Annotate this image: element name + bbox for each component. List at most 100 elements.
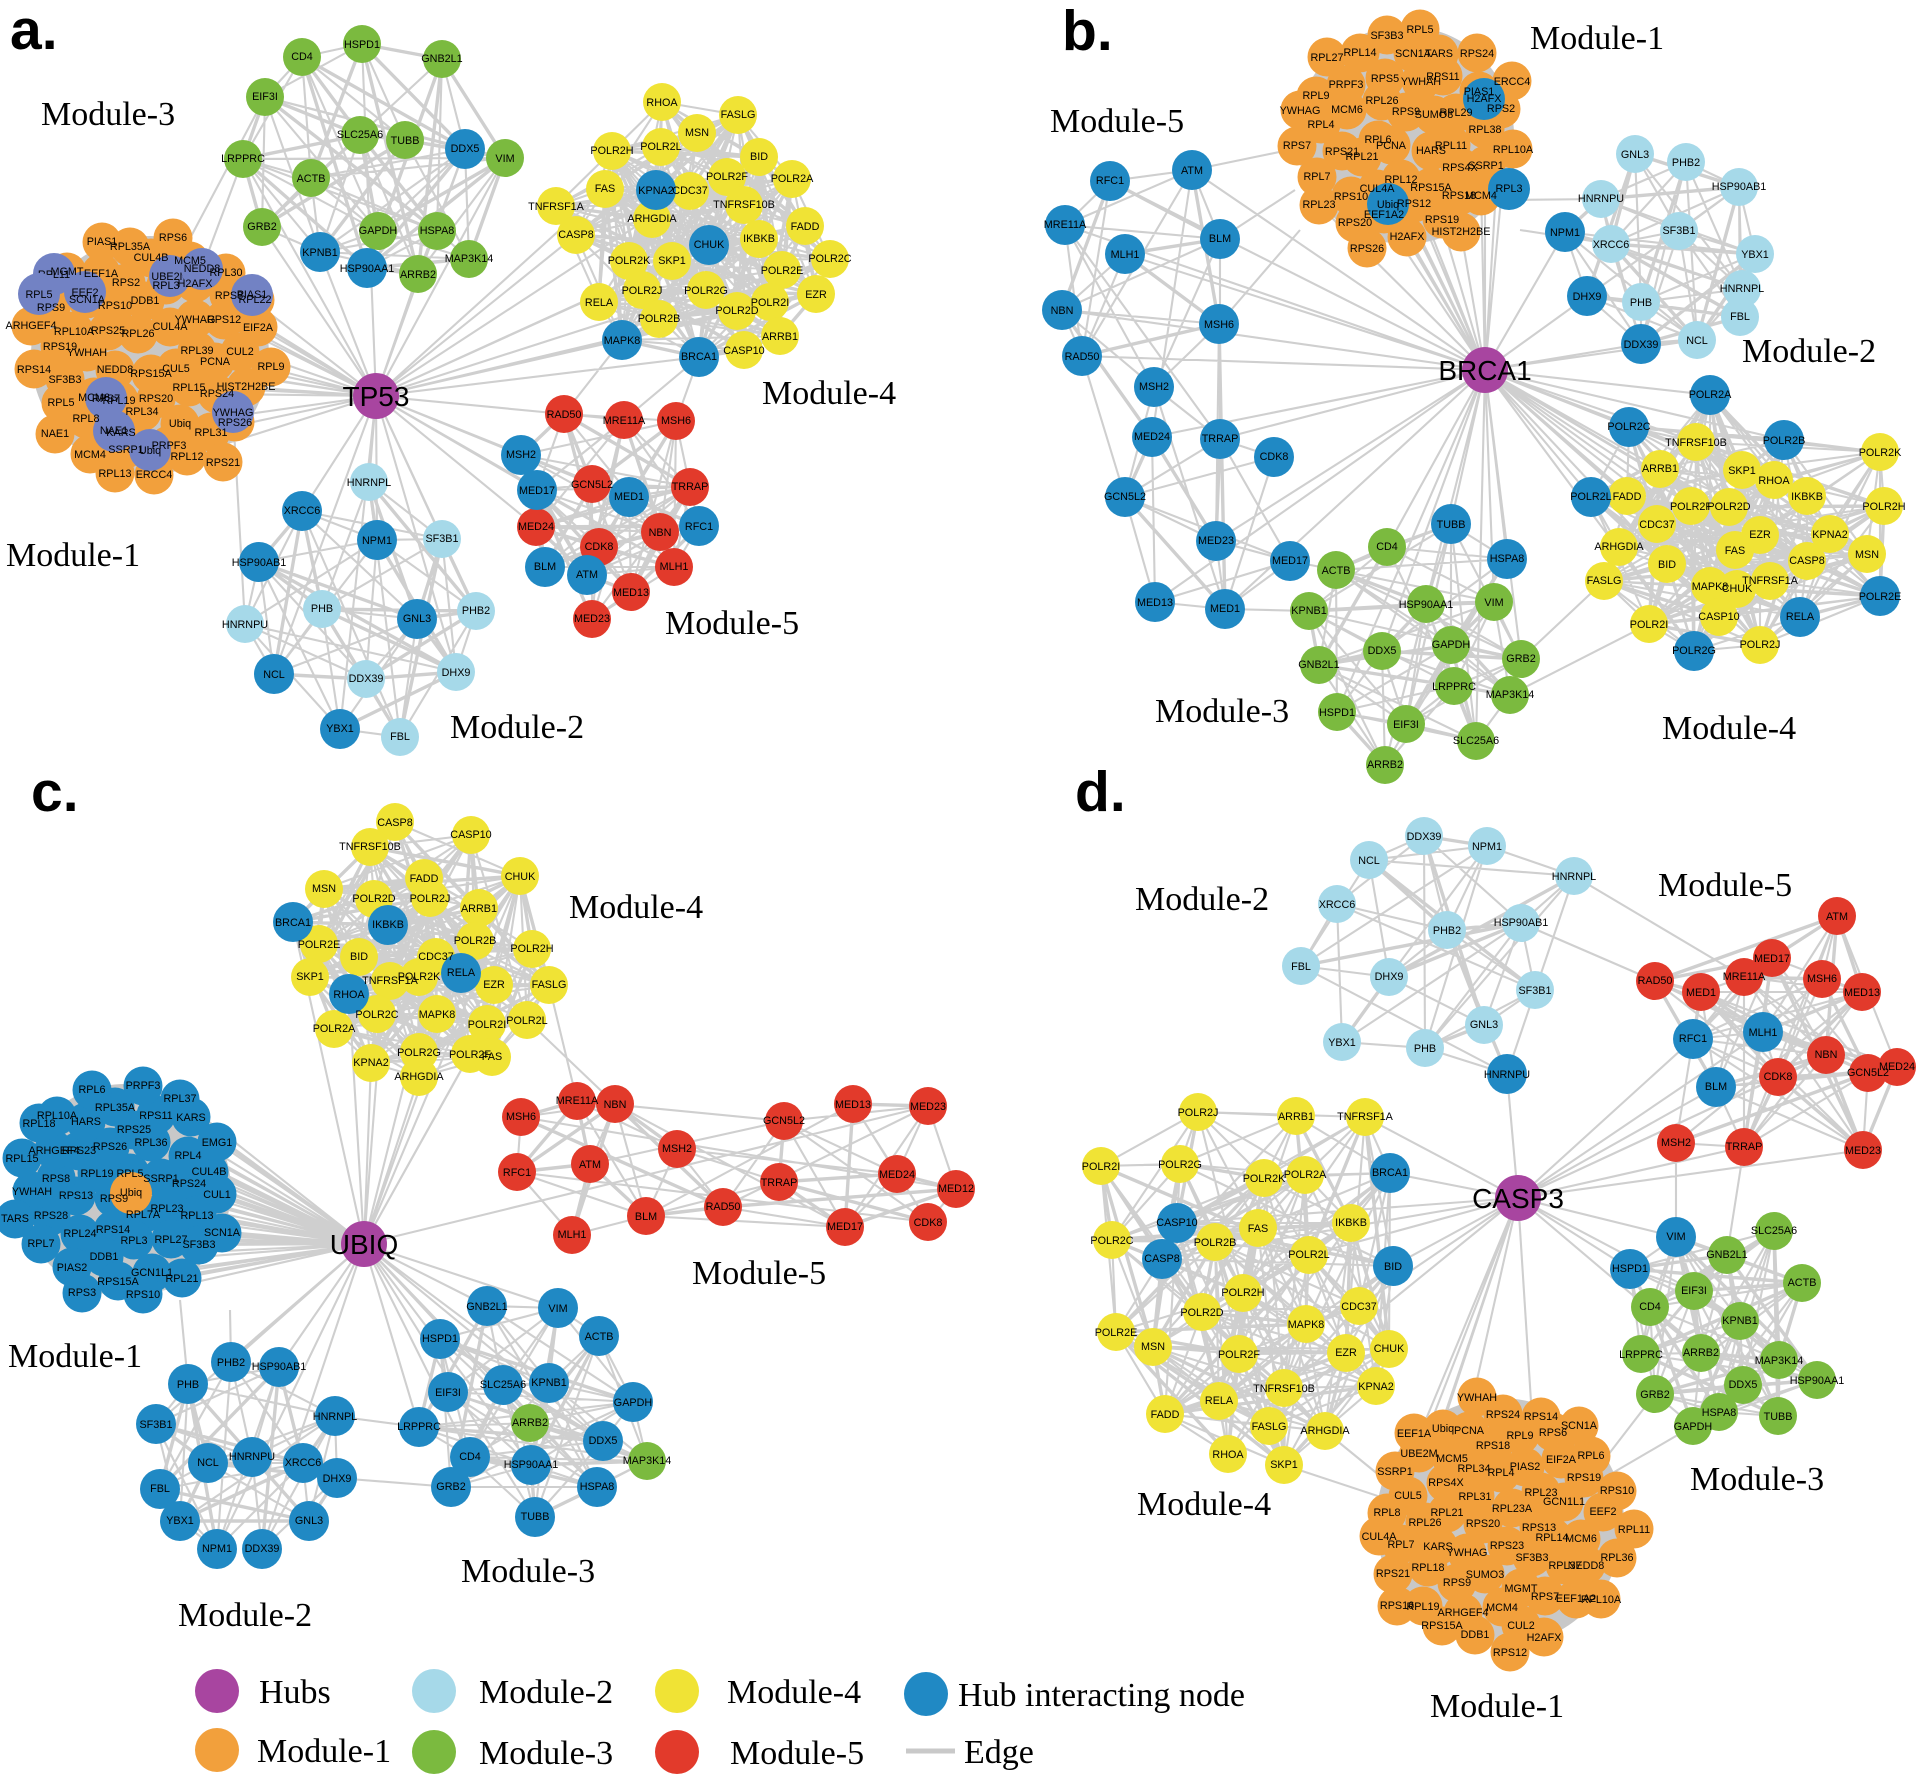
- svg-text:TRRAP: TRRAP: [1726, 1141, 1763, 1153]
- svg-text:Module-5: Module-5: [1658, 867, 1792, 904]
- svg-text:GRB2: GRB2: [1506, 653, 1535, 665]
- svg-text:DDB1: DDB1: [131, 295, 160, 307]
- svg-text:RPS20: RPS20: [139, 393, 173, 405]
- svg-text:GNB2L1: GNB2L1: [421, 53, 462, 65]
- svg-text:RPL35A: RPL35A: [110, 241, 151, 253]
- svg-text:TNFRSF1A: TNFRSF1A: [1742, 575, 1799, 587]
- svg-text:EEF1A: EEF1A: [84, 268, 119, 280]
- svg-text:H2AFX: H2AFX: [178, 278, 213, 290]
- svg-text:TUBB: TUBB: [521, 1511, 550, 1523]
- svg-text:ATM: ATM: [1826, 911, 1848, 923]
- svg-text:NBN: NBN: [649, 527, 672, 539]
- svg-text:GNL3: GNL3: [403, 613, 431, 625]
- svg-text:MSN: MSN: [685, 127, 709, 139]
- svg-text:RPL38: RPL38: [1468, 124, 1501, 136]
- svg-text:FAS: FAS: [482, 1051, 502, 1063]
- svg-text:CHUK: CHUK: [505, 871, 536, 883]
- svg-text:LRPPRC: LRPPRC: [1619, 1349, 1663, 1361]
- svg-text:FADD: FADD: [1151, 1409, 1180, 1421]
- svg-text:BLM: BLM: [1705, 1081, 1727, 1093]
- svg-text:d.: d.: [1075, 760, 1126, 824]
- svg-text:DDX39: DDX39: [349, 673, 384, 685]
- svg-text:MED23: MED23: [1845, 1145, 1881, 1157]
- svg-text:RPS26: RPS26: [218, 417, 252, 429]
- svg-text:FAS: FAS: [1725, 545, 1745, 557]
- svg-text:RPL19: RPL19: [80, 1168, 113, 1180]
- svg-text:RPS9: RPS9: [1443, 1577, 1471, 1589]
- svg-text:FBL: FBL: [150, 1483, 170, 1495]
- svg-text:H2AFX: H2AFX: [1467, 93, 1502, 105]
- svg-text:ARHGDIA: ARHGDIA: [1594, 541, 1644, 553]
- svg-text:Module-3: Module-3: [461, 1553, 595, 1590]
- svg-text:RPS23: RPS23: [62, 1145, 96, 1157]
- svg-text:RPL37: RPL37: [163, 1093, 196, 1105]
- svg-text:NEDD8: NEDD8: [184, 263, 221, 275]
- svg-text:Ubiq: Ubiq: [120, 1187, 142, 1199]
- svg-text:SSRP1: SSRP1: [1377, 1466, 1412, 1478]
- svg-text:POLR2L: POLR2L: [1570, 491, 1611, 503]
- svg-text:KARS: KARS: [1423, 1541, 1452, 1553]
- svg-text:MED24: MED24: [518, 521, 554, 533]
- svg-text:RPL30: RPL30: [209, 267, 242, 279]
- svg-text:HNRNPL: HNRNPL: [313, 1411, 357, 1423]
- svg-text:POLR2K: POLR2K: [398, 971, 441, 983]
- svg-text:RPL12: RPL12: [170, 451, 203, 463]
- svg-text:RPL23A: RPL23A: [1492, 1503, 1533, 1515]
- svg-text:PRPF3: PRPF3: [1329, 79, 1364, 91]
- svg-text:HSPD1: HSPD1: [344, 39, 380, 51]
- svg-text:PRPF3: PRPF3: [126, 1080, 161, 1092]
- svg-text:EIF2A: EIF2A: [1546, 1454, 1577, 1466]
- svg-text:RPL4: RPL4: [174, 1150, 201, 1162]
- svg-text:DDX39: DDX39: [245, 1543, 280, 1555]
- svg-text:RELA: RELA: [585, 297, 614, 309]
- svg-text:MED13: MED13: [835, 1099, 871, 1111]
- svg-text:ACTB: ACTB: [1322, 565, 1351, 577]
- svg-text:DDX5: DDX5: [1729, 1379, 1758, 1391]
- svg-text:MLH1: MLH1: [558, 1229, 587, 1241]
- svg-text:POLR2K: POLR2K: [608, 255, 651, 267]
- svg-text:RPS24: RPS24: [1460, 48, 1494, 60]
- svg-text:GCN5L2: GCN5L2: [763, 1115, 805, 1127]
- svg-text:POLR2H: POLR2H: [510, 943, 553, 955]
- svg-text:KPNB1: KPNB1: [531, 1377, 566, 1389]
- svg-text:MAP3K14: MAP3K14: [1486, 689, 1535, 701]
- svg-text:RPS2: RPS2: [112, 277, 140, 289]
- svg-text:SF3B3: SF3B3: [182, 1239, 215, 1251]
- svg-text:RFC1: RFC1: [1679, 1033, 1707, 1045]
- svg-text:HSP90AB1: HSP90AB1: [1494, 917, 1549, 929]
- svg-text:c.: c.: [31, 760, 79, 824]
- svg-text:BID: BID: [350, 951, 368, 963]
- svg-text:HSP90AB1: HSP90AB1: [252, 1361, 307, 1373]
- svg-text:Module-4: Module-4: [727, 1674, 861, 1711]
- svg-text:SKP1: SKP1: [296, 971, 324, 983]
- svg-text:TNFRSF10B: TNFRSF10B: [339, 841, 401, 853]
- svg-text:RPL19: RPL19: [1406, 1601, 1439, 1613]
- svg-text:RELA: RELA: [1786, 611, 1815, 623]
- svg-text:MED17: MED17: [1272, 555, 1308, 567]
- svg-text:ARRB2: ARRB2: [400, 269, 436, 281]
- svg-text:Module-5: Module-5: [1050, 103, 1184, 140]
- svg-text:NEDD8: NEDD8: [1568, 1560, 1605, 1572]
- svg-text:RELA: RELA: [1205, 1395, 1234, 1407]
- svg-text:YBX1: YBX1: [326, 723, 354, 735]
- svg-text:NBN: NBN: [1815, 1049, 1838, 1061]
- svg-text:RPL8: RPL8: [72, 413, 99, 425]
- svg-text:CUL2: CUL2: [226, 346, 254, 358]
- svg-text:CASP3: CASP3: [1472, 1183, 1564, 1214]
- svg-text:TRRAP: TRRAP: [672, 481, 709, 493]
- svg-text:MCM5: MCM5: [1436, 1453, 1468, 1465]
- svg-text:POLR2C: POLR2C: [355, 1009, 398, 1021]
- svg-text:POLR2C: POLR2C: [808, 253, 851, 265]
- svg-text:SKP1: SKP1: [1270, 1459, 1298, 1471]
- svg-text:GNB2L1: GNB2L1: [466, 1301, 507, 1313]
- svg-text:RHOA: RHOA: [1212, 1449, 1244, 1461]
- svg-text:GRB2: GRB2: [247, 221, 276, 233]
- svg-text:RPS10: RPS10: [126, 1289, 160, 1301]
- svg-text:PIAS1: PIAS1: [1464, 86, 1495, 98]
- svg-text:Module-4: Module-4: [1662, 710, 1796, 747]
- svg-text:Module-1: Module-1: [257, 1733, 391, 1770]
- svg-text:FASLG: FASLG: [532, 979, 567, 991]
- svg-text:RPL4: RPL4: [1487, 1467, 1514, 1479]
- svg-text:Module-2: Module-2: [178, 1597, 312, 1634]
- svg-text:ACTB: ACTB: [1788, 1277, 1817, 1289]
